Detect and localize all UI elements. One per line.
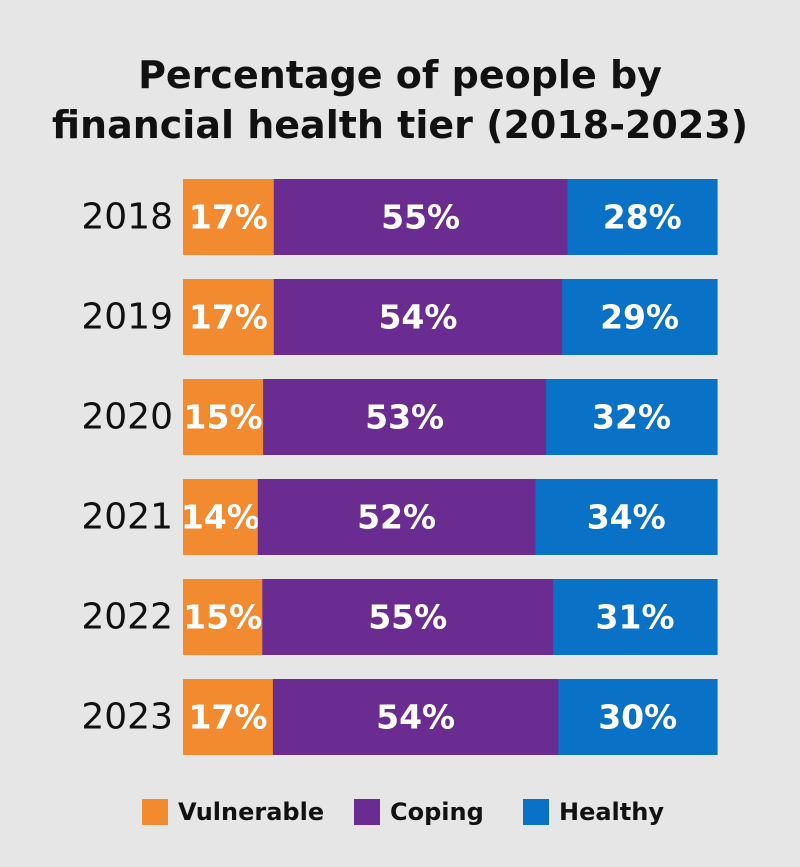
- year-label-2019: 2019: [81, 297, 173, 338]
- legend-item-vulnerable: Vulnerable: [142, 795, 324, 829]
- value-label-coping-2020: 53%: [365, 398, 444, 437]
- legend-swatch-coping: [354, 799, 380, 825]
- legend-label-vulnerable: Vulnerable: [178, 798, 325, 826]
- bar-coping-2022: [262, 579, 554, 655]
- year-label-2020: 2020: [81, 397, 173, 438]
- legend-item-coping: Coping: [354, 795, 484, 829]
- bar-healthy-2022: [553, 579, 718, 655]
- value-label-coping-2018: 55%: [381, 198, 460, 237]
- legend-label-healthy: Healthy: [559, 798, 664, 826]
- value-label-healthy-2022: 31%: [596, 598, 675, 637]
- legend-swatch-vulnerable: [142, 799, 168, 825]
- value-label-vulnerable-2021: 14%: [181, 498, 260, 537]
- value-label-healthy-2020: 32%: [592, 398, 671, 437]
- chart-legend: Vulnerable Coping Healthy: [0, 795, 800, 829]
- year-label-2018: 2018: [81, 197, 173, 238]
- value-label-coping-2021: 52%: [357, 498, 436, 537]
- value-label-healthy-2019: 29%: [600, 298, 679, 337]
- bar-vulnerable-2021: [183, 479, 259, 555]
- bar-healthy-2020: [546, 379, 718, 455]
- value-label-healthy-2018: 28%: [603, 198, 682, 237]
- year-label-2022: 2022: [81, 597, 173, 638]
- bar-vulnerable-2019: [183, 279, 275, 355]
- chart-title-line-2: financial health tier (2018-2023): [51, 103, 749, 147]
- legend-label-coping: Coping: [390, 798, 484, 826]
- bar-healthy-2019: [562, 279, 718, 355]
- chart-title: Percentage of people by financial health…: [40, 50, 760, 150]
- value-label-healthy-2023: 30%: [598, 698, 677, 737]
- bar-coping-2021: [257, 479, 537, 555]
- bar-healthy-2021: [535, 479, 718, 555]
- bar-coping-2019: [273, 279, 563, 355]
- value-label-vulnerable-2020: 15%: [184, 398, 263, 437]
- bar-vulnerable-2022: [183, 579, 263, 655]
- value-label-coping-2022: 55%: [368, 598, 447, 637]
- year-label-2021: 2021: [81, 497, 173, 538]
- value-label-coping-2023: 54%: [376, 698, 455, 737]
- bar-coping-2018: [273, 179, 569, 255]
- legend-swatch-healthy: [523, 799, 549, 825]
- value-label-vulnerable-2019: 17%: [189, 298, 268, 337]
- bar-vulnerable-2023: [183, 679, 274, 755]
- bar-vulnerable-2018: [183, 179, 275, 255]
- legend-item-healthy: Healthy: [523, 795, 664, 829]
- value-label-healthy-2021: 34%: [587, 498, 666, 537]
- bar-coping-2023: [272, 679, 559, 755]
- value-label-coping-2019: 54%: [378, 298, 457, 337]
- bar-healthy-2023: [558, 679, 718, 755]
- chart-title-line-1: Percentage of people by: [138, 53, 662, 97]
- bar-healthy-2018: [567, 179, 718, 255]
- bar-coping-2020: [263, 379, 547, 455]
- year-label-2023: 2023: [81, 697, 173, 738]
- bar-vulnerable-2020: [183, 379, 264, 455]
- value-label-vulnerable-2018: 17%: [189, 198, 268, 237]
- value-label-vulnerable-2023: 17%: [188, 698, 267, 737]
- value-label-vulnerable-2022: 15%: [183, 598, 262, 637]
